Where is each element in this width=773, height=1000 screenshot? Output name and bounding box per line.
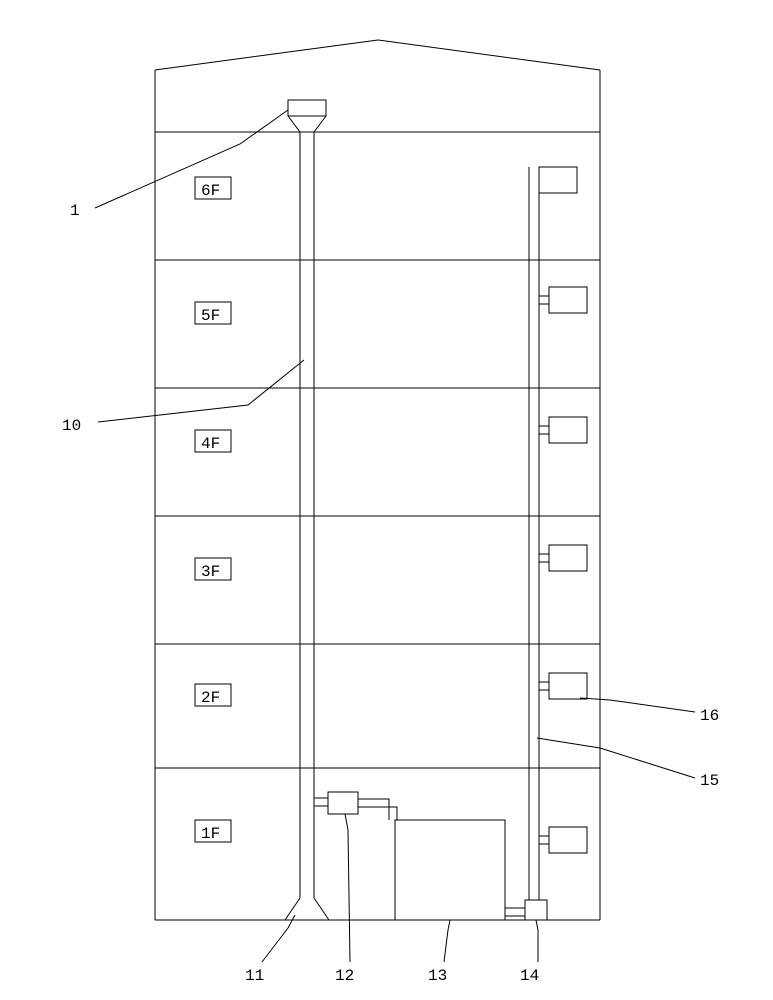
svg-text:4F: 4F: [201, 435, 220, 453]
svg-text:3F: 3F: [201, 563, 220, 581]
svg-text:1: 1: [70, 202, 80, 220]
svg-text:11: 11: [245, 967, 264, 985]
svg-text:5F: 5F: [201, 307, 220, 325]
svg-text:1F: 1F: [201, 825, 220, 843]
svg-text:10: 10: [62, 417, 81, 435]
svg-text:13: 13: [428, 967, 447, 985]
svg-text:12: 12: [335, 967, 354, 985]
svg-text:16: 16: [700, 707, 719, 725]
svg-text:6F: 6F: [201, 182, 220, 200]
svg-text:14: 14: [520, 967, 539, 985]
svg-text:15: 15: [700, 772, 719, 790]
svg-text:2F: 2F: [201, 689, 220, 707]
